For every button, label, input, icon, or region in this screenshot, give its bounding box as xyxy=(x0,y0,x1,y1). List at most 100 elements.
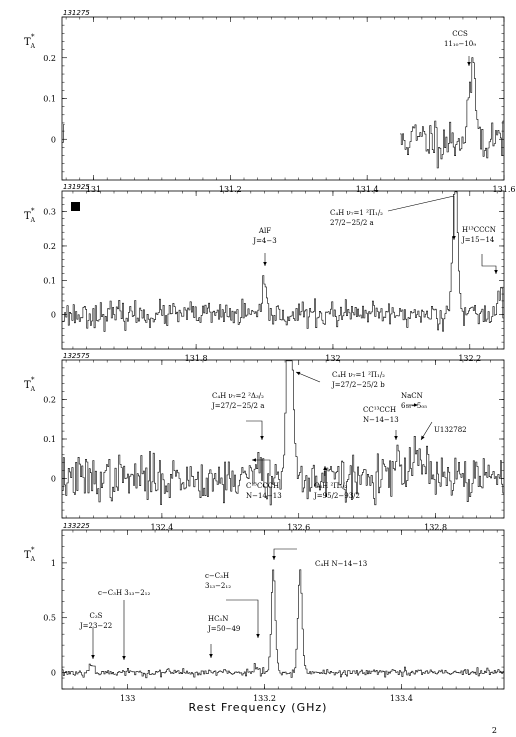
x-axis-label: Rest Frequency (GHz) xyxy=(189,701,328,714)
annotation-sublabel: J=4−3 xyxy=(252,237,276,245)
annotation-label: c−C₃H 3₁₃−2₁₂ xyxy=(98,589,150,597)
line-annotation: c−C₃H 3₁₃−2₁₂ xyxy=(205,572,260,638)
x-tick-label: 131.8 xyxy=(185,354,208,363)
annotation-pointer xyxy=(226,599,259,638)
y-tick-label: 0 xyxy=(51,135,56,144)
annotation-sublabel: 27/2−25/2 a xyxy=(330,219,374,227)
y-tick-label: 0.3 xyxy=(43,208,56,217)
annotation-arrowhead xyxy=(467,62,471,66)
annotation-label: C₆H ²Π₃/₂ xyxy=(314,482,348,490)
annotation-arrowhead xyxy=(272,556,276,560)
annotation-arrowhead xyxy=(394,436,398,440)
annotation-arrowhead xyxy=(494,270,498,274)
x-tick-label: 132 xyxy=(325,354,340,363)
annotation-pointer xyxy=(252,459,271,476)
line-annotation: C¹³CCCH N−14−13 xyxy=(246,458,282,500)
annotation-arrowhead xyxy=(260,436,264,440)
line-annotation: C₄H ν₇=2 ²Δ₃/₂ J=27/2−25/2 a xyxy=(211,392,264,440)
annotation-arrowhead xyxy=(421,435,425,440)
annotation-sublabel: 11₁₀−10₉ xyxy=(444,40,476,48)
y-axis-label: TA* xyxy=(24,376,36,393)
y-axis-label: TA* xyxy=(24,33,36,50)
line-annotation: NaCN6₁₆−5₀₅ xyxy=(401,392,427,410)
spectrum-trace xyxy=(62,124,65,143)
annotation-sublabel: J=50−49 xyxy=(207,625,240,633)
annotation-label: C₄H ν₇=1 ²Π₁/₂ xyxy=(330,209,383,217)
x-tick-label: 133.4 xyxy=(390,694,413,703)
spectrum-trace xyxy=(62,360,504,506)
annotation-arrowhead xyxy=(91,655,95,659)
panel-id: 132575 xyxy=(63,352,90,360)
line-annotation: C₆H ²Π₃/₂ J=95/2−93/2 xyxy=(313,466,360,500)
annotation-label: C₄H ν₇=2 ²Δ₃/₂ xyxy=(212,392,264,400)
annotation-arrowhead xyxy=(414,403,418,407)
x-tick-label: 133 xyxy=(120,694,135,703)
plot-frame xyxy=(61,359,505,519)
page-number: 2 xyxy=(492,726,497,735)
annotation-sublabel: J=27/2−25/2 a xyxy=(211,402,264,410)
line-annotation: CC¹³CCH N−14−13 xyxy=(363,406,399,440)
annotation-pointer xyxy=(481,254,497,274)
x-tick-label: 132.2 xyxy=(458,354,481,363)
annotation-sublabel: J=23−22 xyxy=(79,622,112,630)
annotation-sublabel: N−14−13 xyxy=(246,492,282,500)
y-tick-label: 0.1 xyxy=(43,95,56,104)
annotation-label: HC₅N xyxy=(208,615,228,623)
annotation-label: H¹³CCCN xyxy=(462,226,496,234)
y-tick-label: 0 xyxy=(51,669,56,678)
annotation-label: CC¹³CCH xyxy=(363,406,396,414)
x-tick-label: 132.8 xyxy=(424,523,447,532)
y-tick-label: 0.2 xyxy=(43,242,56,251)
annotation-sublabel: J=27/2−25/2 b xyxy=(331,381,385,389)
y-axis-label: TA* xyxy=(24,207,36,224)
annotation-pointer xyxy=(246,420,263,440)
annotation-label: NaCN xyxy=(401,392,423,400)
annotation-label: c−C₃H xyxy=(205,572,229,580)
spectrum-panel-4: 133225 TA* 0 0.5 1 133 133.2 133.4 C₃S J=23−22 c−C… xyxy=(24,522,505,703)
y-tick-label: 0.2 xyxy=(43,54,56,63)
line-annotation: C₄H ν₇=1 ²Π₁/₂ J=27/2−25/2 b xyxy=(295,371,385,389)
y-tick-label: 0 xyxy=(51,311,56,320)
annotation-arrowhead xyxy=(323,466,327,470)
line-annotation: CCS 11₁₀−10₉ xyxy=(444,30,476,66)
annotation-sublabel: J=15−14 xyxy=(461,236,495,244)
x-tick-label: 131.6 xyxy=(493,185,516,194)
plot-frame xyxy=(61,16,505,181)
spectrum-panel-2: 131925 TA* 0 0.1 0.2 0.3 131.8 132 132.2 AlF J=4−3… xyxy=(24,183,505,363)
line-annotation: C₃S J=23−22 xyxy=(79,612,112,659)
panel-id: 133225 xyxy=(63,522,90,530)
y-tick-label: 1 xyxy=(51,559,56,568)
plot-frame xyxy=(61,190,505,350)
annotation-arrowhead xyxy=(452,236,456,240)
spectrum-trace xyxy=(62,191,504,332)
annotation-arrowhead xyxy=(296,371,301,376)
x-tick-label: 133.2 xyxy=(253,694,276,703)
line-annotation: c−C₃H 3₁₃−2₁₂ xyxy=(98,589,150,660)
x-tick-label: 132.4 xyxy=(150,523,173,532)
panel-id: 131275 xyxy=(63,9,90,17)
annotation-label: U132782 xyxy=(434,426,467,434)
annotation-label: C₄H ν₇=1 ²Π₁/₂ xyxy=(332,371,385,379)
line-annotation: C₄H N−14−13 xyxy=(272,548,367,568)
annotation-arrowhead xyxy=(252,458,256,462)
y-tick-label: 0.2 xyxy=(43,396,56,405)
annotation-sublabel: N−14−13 xyxy=(363,416,399,424)
x-tick-label: 131 xyxy=(86,185,101,194)
annotation-pointer xyxy=(387,195,455,240)
panel-id: 131925 xyxy=(63,183,90,191)
line-annotation: AlF J=4−3 xyxy=(252,227,277,266)
y-tick-label: 0.1 xyxy=(43,276,56,285)
y-tick-label: 0 xyxy=(51,475,56,484)
spectrum-trace xyxy=(62,569,504,679)
annotation-sublabel: 3₁₃−2₁₂ xyxy=(205,582,231,590)
spectrum-trace xyxy=(400,57,504,169)
x-tick-label: 132.6 xyxy=(287,523,310,532)
annotation-label: C₃S xyxy=(90,612,103,620)
annotation-arrowhead xyxy=(263,262,267,266)
panel-marker-square xyxy=(71,202,80,211)
annotation-pointer xyxy=(273,548,297,560)
annotation-label: C₄H N−14−13 xyxy=(315,560,367,568)
y-axis-label: TA* xyxy=(24,546,36,563)
annotation-arrowhead xyxy=(209,654,213,658)
spectrum-panel-3: 132575 TA* 0 0.1 0.2 132.4 132.6 132.8 C₄H ν₇=2 … xyxy=(24,352,505,532)
